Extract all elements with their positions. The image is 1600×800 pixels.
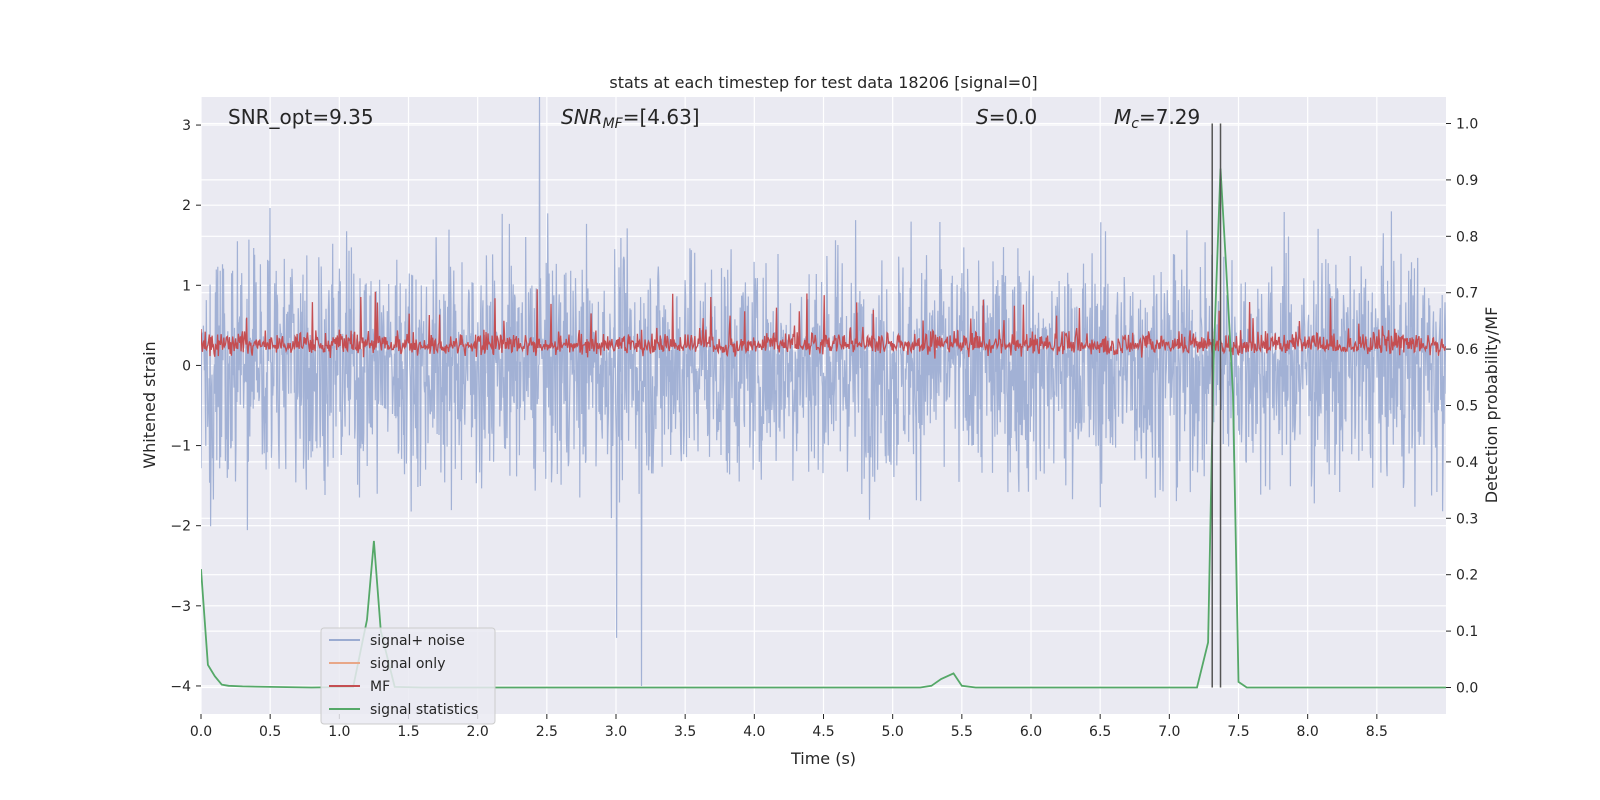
y-left-tick-label: 1 (182, 278, 191, 294)
y-right-tick-label: 0.6 (1456, 342, 1478, 358)
x-tick-label: 4.0 (743, 724, 765, 740)
x-tick-label: 5.0 (882, 724, 904, 740)
x-tick-label: 4.5 (812, 724, 834, 740)
y-axis-right-label: Detection probability/MF (1482, 307, 1501, 504)
annotation-snr-mf-main: SNR (561, 105, 603, 129)
x-tick-label: 8.5 (1366, 724, 1388, 740)
annotation-s: S=0.0 (976, 105, 1037, 129)
x-tick-label: 7.5 (1227, 724, 1249, 740)
annotation-mc-value: =7.29 (1139, 105, 1200, 129)
y-axis-left-label: Whitened strain (140, 341, 159, 468)
x-tick-label: 5.5 (951, 724, 973, 740)
series-line-mf (201, 289, 1446, 359)
y-right-tick-label: 0.7 (1456, 286, 1478, 302)
y-right-tick-label: 0.5 (1456, 399, 1478, 415)
y-left-tick-label: −4 (170, 679, 191, 695)
y-right-tick-label: 0.8 (1456, 229, 1478, 245)
annotation-snr-mf-value: =[4.63] (623, 105, 700, 129)
x-tick-label: 2.5 (536, 724, 558, 740)
y-right-tick-label: 1.0 (1456, 117, 1478, 133)
legend-label-signal-noise: signal+ noise (370, 633, 465, 649)
series-line-signal-statistics (201, 168, 1446, 689)
y-left-tick-label: −3 (170, 599, 191, 615)
y-right-tick-label: 0.2 (1456, 568, 1478, 584)
y-right-tick-label: 0.1 (1456, 624, 1478, 640)
ticks: 0.0 0.5 1.0 1.5 2.0 2.5 3.0 3.5 4.0 4.5 5.0 5.5 6.0 6… (170, 117, 1478, 740)
y-left-tick-label: 2 (182, 198, 191, 214)
x-tick-label: 2.0 (467, 724, 489, 740)
legend-box (320, 627, 496, 725)
y-right-tick-label: 0.0 (1456, 680, 1478, 696)
y-right-tick-label: 0.3 (1456, 511, 1478, 527)
x-tick-label: 8.0 (1297, 724, 1319, 740)
y-right-tick-label: 0.9 (1456, 173, 1478, 189)
y-right-tick-label: 0.4 (1456, 455, 1478, 471)
y-left-tick-label: −2 (170, 519, 191, 535)
annotation-mc: Mc=7.29 (1114, 105, 1200, 132)
x-tick-label: 1.0 (328, 724, 350, 740)
annotation-mc-main: M (1114, 105, 1131, 129)
x-tick-label: 0.0 (190, 724, 212, 740)
annotation-mc-sub: c (1131, 116, 1139, 132)
series-layer (201, 97, 1446, 689)
legend: signal+ noise signal only MF signal stat… (320, 627, 496, 725)
annotation-s-value: =0.0 (989, 105, 1038, 129)
y-left-tick-label: 3 (182, 118, 191, 134)
x-tick-label: 6.5 (1089, 724, 1111, 740)
x-axis-label: Time (s) (790, 749, 856, 768)
y-left-tick-label: −1 (170, 439, 191, 455)
annotation-snr-mf-sub: MF (603, 116, 624, 132)
x-tick-label: 3.5 (674, 724, 696, 740)
legend-label-signal-only: signal only (370, 656, 445, 672)
legend-label-signal-statistics: signal statistics (370, 702, 478, 718)
x-tick-label: 1.5 (397, 724, 419, 740)
annotation-snr-mf: SNRMF=[4.63] (561, 105, 700, 132)
legend-label-mf: MF (370, 679, 390, 695)
x-tick-label: 0.5 (259, 724, 281, 740)
y-left-tick-label: 0 (182, 358, 191, 374)
x-tick-label: 7.0 (1158, 724, 1180, 740)
x-tick-label: 3.0 (605, 724, 627, 740)
annotation-snr-opt: SNR_opt=9.35 (228, 105, 374, 129)
vertical-markers (1211, 123, 1222, 688)
chart-title: stats at each timestep for test data 182… (609, 73, 1037, 92)
x-tick-label: 6.0 (1020, 724, 1042, 740)
annotation-s-main: S (976, 105, 989, 129)
